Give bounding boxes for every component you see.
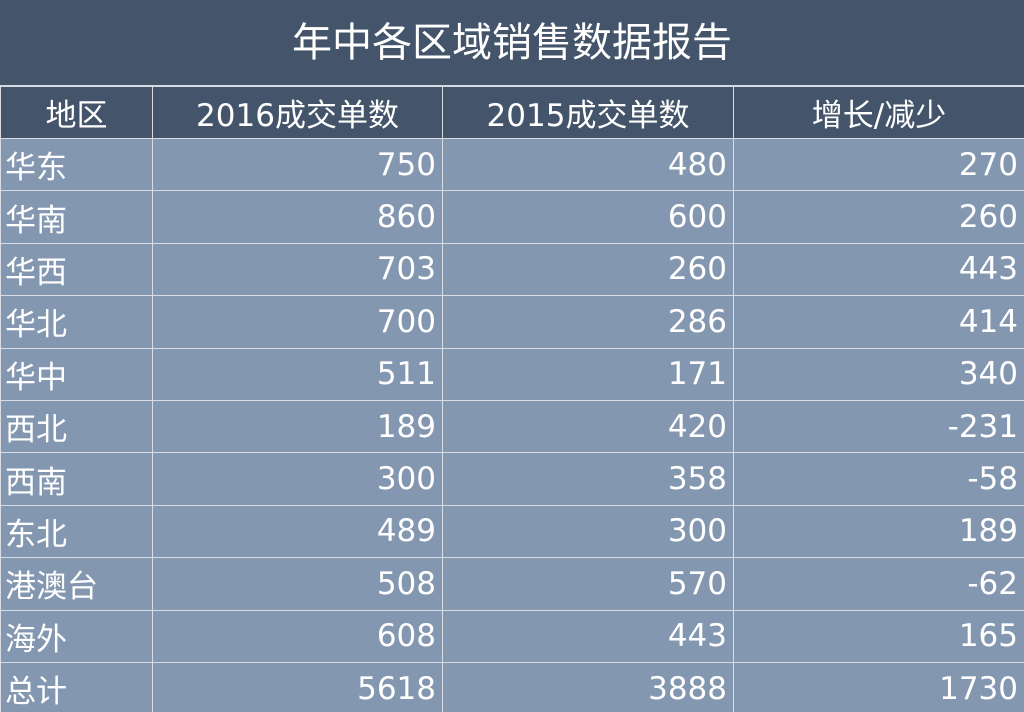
total-2015-cell[interactable]: 3888	[442, 661, 734, 712]
region-cell[interactable]: 华中	[0, 347, 153, 401]
total-label-cell[interactable]: 总计	[0, 661, 153, 712]
orders-2015-cell[interactable]: 260	[442, 242, 734, 297]
table-row: 港澳台 508 570 -62	[0, 557, 1024, 611]
region-cell[interactable]: 华北	[0, 295, 153, 349]
orders-2015-cell[interactable]: 286	[442, 295, 734, 349]
orders-2016-cell[interactable]: 489	[152, 504, 443, 559]
region-cell[interactable]: 华南	[0, 190, 153, 244]
table-row: 华西 703 260 443	[0, 242, 1024, 297]
region-cell[interactable]: 西南	[0, 452, 153, 506]
change-cell[interactable]: 165	[733, 609, 1024, 663]
table-row: 华南 860 600 260	[0, 190, 1024, 244]
region-cell[interactable]: 东北	[0, 504, 153, 559]
change-cell[interactable]: 260	[733, 190, 1024, 244]
orders-2015-cell[interactable]: 358	[442, 452, 734, 506]
table-row: 东北 489 300 189	[0, 504, 1024, 559]
table-row: 华中 511 171 340	[0, 347, 1024, 401]
change-cell[interactable]: 189	[733, 504, 1024, 559]
change-cell[interactable]: 340	[733, 347, 1024, 401]
table-row: 海外 608 443 165	[0, 609, 1024, 663]
table-row: 华北 700 286 414	[0, 295, 1024, 349]
column-header-change[interactable]: 增长/减少	[733, 86, 1024, 139]
orders-2016-cell[interactable]: 511	[152, 347, 443, 401]
orders-2015-cell[interactable]: 443	[442, 609, 734, 663]
orders-2016-cell[interactable]: 608	[152, 609, 443, 663]
orders-2016-cell[interactable]: 703	[152, 242, 443, 297]
column-header-2015[interactable]: 2015成交单数	[442, 86, 734, 139]
report-title[interactable]: 年中各区域销售数据报告	[0, 0, 1024, 86]
orders-2015-cell[interactable]: 480	[442, 137, 734, 192]
orders-2015-cell[interactable]: 420	[442, 399, 734, 454]
change-cell[interactable]: 443	[733, 242, 1024, 297]
table-row: 华东 750 480 270	[0, 137, 1024, 192]
change-cell[interactable]: -231	[733, 399, 1024, 454]
column-header-region[interactable]: 地区	[0, 86, 153, 139]
region-cell[interactable]: 西北	[0, 399, 153, 454]
change-cell[interactable]: -58	[733, 452, 1024, 506]
sales-table: 地区 2016成交单数 2015成交单数 增长/减少 华东 750 480 27…	[0, 86, 1024, 712]
region-cell[interactable]: 华西	[0, 242, 153, 297]
table-row: 西北 189 420 -231	[0, 399, 1024, 454]
table-row: 西南 300 358 -58	[0, 452, 1024, 506]
total-row: 总计 5618 3888 1730	[0, 661, 1024, 712]
region-cell[interactable]: 海外	[0, 609, 153, 663]
orders-2015-cell[interactable]: 600	[442, 190, 734, 244]
orders-2016-cell[interactable]: 189	[152, 399, 443, 454]
total-2016-cell[interactable]: 5618	[152, 661, 443, 712]
header-row: 地区 2016成交单数 2015成交单数 增长/减少	[0, 86, 1024, 139]
orders-2015-cell[interactable]: 300	[442, 504, 734, 559]
total-change-cell[interactable]: 1730	[733, 661, 1024, 712]
orders-2016-cell[interactable]: 700	[152, 295, 443, 349]
orders-2015-cell[interactable]: 171	[442, 347, 734, 401]
orders-2016-cell[interactable]: 750	[152, 137, 443, 192]
orders-2016-cell[interactable]: 300	[152, 452, 443, 506]
change-cell[interactable]: -62	[733, 557, 1024, 611]
column-header-2016[interactable]: 2016成交单数	[152, 86, 443, 139]
orders-2016-cell[interactable]: 508	[152, 557, 443, 611]
orders-2016-cell[interactable]: 860	[152, 190, 443, 244]
region-cell[interactable]: 港澳台	[0, 557, 153, 611]
region-cell[interactable]: 华东	[0, 137, 153, 192]
change-cell[interactable]: 414	[733, 295, 1024, 349]
orders-2015-cell[interactable]: 570	[442, 557, 734, 611]
change-cell[interactable]: 270	[733, 137, 1024, 192]
